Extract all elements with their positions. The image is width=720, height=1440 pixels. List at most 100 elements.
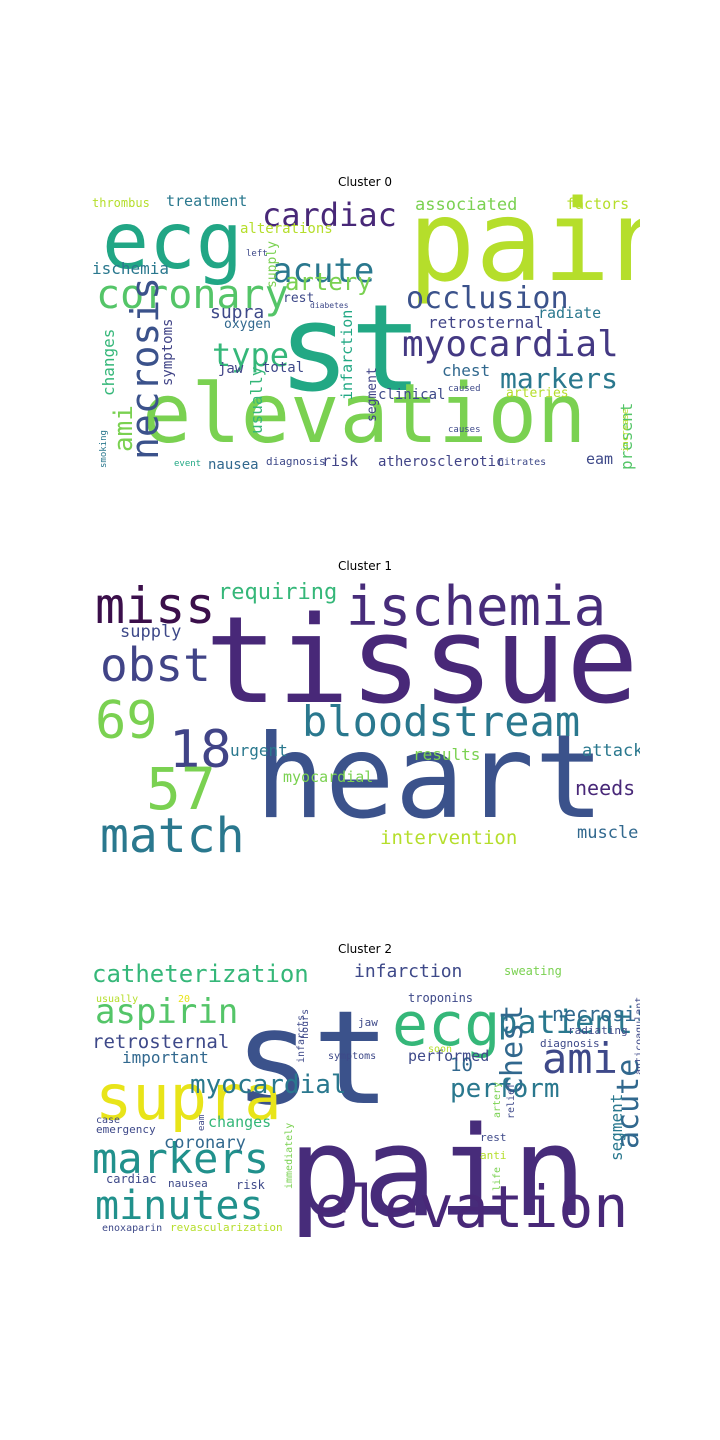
word-jaw: jaw bbox=[358, 1016, 378, 1029]
word-revascularization: revascularization bbox=[170, 1221, 283, 1234]
word-supra: supra bbox=[95, 1061, 282, 1134]
word-symptoms: symptoms bbox=[160, 319, 176, 386]
word-left: left bbox=[246, 249, 268, 259]
word-chest: chest bbox=[495, 1005, 530, 1095]
word-cloud-cluster-0: painstecg elevation coronary occlusion myoca… bbox=[90, 190, 640, 470]
word-troponins: troponins bbox=[408, 991, 473, 1005]
word-diagnosis: diagnosis bbox=[266, 455, 326, 468]
word-perform: perform bbox=[450, 1074, 560, 1104]
word-necrosis: necrosis bbox=[123, 277, 167, 460]
word-hours: hours bbox=[300, 1009, 311, 1039]
word-rest: rest bbox=[283, 291, 314, 306]
word-factors: factors bbox=[566, 195, 629, 213]
word-event: event bbox=[174, 459, 201, 469]
word-urgent: urgent bbox=[230, 741, 288, 760]
word-arteries: arteries bbox=[506, 386, 569, 401]
word-important: important bbox=[122, 1048, 209, 1067]
word-infarction: infarction bbox=[338, 310, 356, 400]
word-coronary: coronary bbox=[164, 1133, 246, 1153]
panel-title-cluster-0: Cluster 0 bbox=[337, 175, 393, 189]
word-treatment: treatment bbox=[166, 192, 247, 210]
word-markers: markers bbox=[92, 1134, 269, 1183]
word-ami: ami bbox=[109, 405, 139, 452]
word-obst: obst bbox=[100, 638, 211, 692]
word-usually: usually bbox=[96, 994, 138, 1005]
word-smoking: smoking bbox=[99, 430, 109, 468]
word-nausea: nausea bbox=[208, 457, 259, 470]
word-results: results bbox=[413, 745, 480, 764]
word-changes: changes bbox=[208, 1113, 271, 1131]
word-emergency: emergency bbox=[96, 1123, 156, 1136]
word-cloud-cluster-1: tissue heart ischemia miss obst bloodstream 69… bbox=[90, 574, 640, 854]
word-20: 20 bbox=[178, 994, 190, 1005]
word-eam: eam bbox=[197, 1115, 207, 1131]
word-st: st bbox=[278, 280, 423, 419]
word-muscle: muscle bbox=[577, 823, 638, 843]
word-risk: risk bbox=[322, 452, 358, 470]
word-tissue: tissue bbox=[205, 592, 638, 731]
word-radiate: radiate bbox=[538, 304, 601, 322]
word-intervention: intervention bbox=[380, 827, 517, 849]
word-needs: needs bbox=[575, 776, 635, 800]
word-changes: changes bbox=[99, 329, 118, 396]
word-miss: miss bbox=[95, 577, 215, 635]
word-57: 57 bbox=[146, 755, 216, 823]
word-artery: artery bbox=[492, 1082, 503, 1118]
word-pain: pain bbox=[288, 1101, 587, 1237]
word-acute: acute bbox=[611, 1059, 640, 1149]
word-nausea: nausea bbox=[168, 1177, 208, 1190]
panel-title-cluster-1: Cluster 1 bbox=[337, 559, 393, 573]
word-ami: ami bbox=[542, 1034, 618, 1083]
word-enoxaparin: enoxaparin bbox=[102, 1223, 162, 1234]
word-symptoms: symptoms bbox=[328, 1051, 376, 1062]
word-caused: caused bbox=[448, 384, 481, 394]
word-retrosternal: retrosternal bbox=[92, 1031, 229, 1053]
word-oxygen: oxygen bbox=[224, 317, 271, 332]
word-case: case bbox=[96, 1115, 120, 1126]
word-cloud-svg: painstecg elevation coronary occlusion myoca… bbox=[92, 190, 640, 470]
word-relief: relief bbox=[506, 1083, 517, 1119]
word-18: 18 bbox=[169, 720, 232, 780]
word-usually: usually bbox=[247, 366, 266, 434]
word-infarcts: infarcts bbox=[296, 1015, 307, 1063]
word-attack: attack bbox=[582, 741, 640, 761]
word-rest: rest bbox=[480, 1131, 507, 1144]
word-supply: supply bbox=[120, 622, 181, 642]
word-anticoagulant: anticoagulant bbox=[634, 997, 640, 1075]
word-life: life bbox=[492, 1167, 503, 1191]
word-supply: supply bbox=[265, 241, 280, 288]
word-supra: supra bbox=[210, 302, 264, 323]
word-ischemia: ischemia bbox=[346, 575, 606, 638]
word-segment: segment bbox=[365, 367, 380, 422]
word-69: 69 bbox=[95, 691, 158, 751]
word-elevation: elevation bbox=[142, 367, 586, 462]
word-nitrates: nitrates bbox=[498, 457, 546, 468]
word-ecg: ecg bbox=[392, 990, 500, 1060]
word-aspirin: aspirin bbox=[95, 992, 238, 1032]
word-infarction: infarction bbox=[354, 961, 462, 982]
word-retrosternal: retrosternal bbox=[428, 313, 544, 332]
word-ischemia: ischemia bbox=[92, 259, 169, 278]
word-ecg: ecg bbox=[102, 197, 243, 287]
word-total: total bbox=[262, 360, 304, 376]
word-bloodstream: bloodstream bbox=[302, 697, 580, 746]
word-jaw: jaw bbox=[218, 361, 244, 377]
word-diagnosis: diagnosis bbox=[540, 1037, 600, 1050]
word-present: present bbox=[617, 403, 636, 470]
word-necrosis: necrosis bbox=[552, 1002, 640, 1026]
word-heart: heart bbox=[255, 710, 604, 845]
word-immediately: immediately bbox=[284, 1123, 295, 1189]
word-10: 10 bbox=[450, 1054, 473, 1076]
panel-title-cluster-2: Cluster 2 bbox=[337, 942, 393, 956]
word-patient: patient bbox=[498, 1003, 633, 1041]
word-myocardial: myocardial bbox=[190, 1070, 347, 1100]
word-risk: risk bbox=[236, 1178, 266, 1192]
word-increase: increase bbox=[621, 409, 631, 452]
word-requiring: requiring bbox=[218, 580, 337, 605]
word-cloud-cluster-2: st pain supra elevation ecg ami patient markers… bbox=[90, 957, 640, 1237]
word-radiating: radiating bbox=[568, 1024, 628, 1037]
word-diabetes: diabetes bbox=[310, 301, 349, 310]
